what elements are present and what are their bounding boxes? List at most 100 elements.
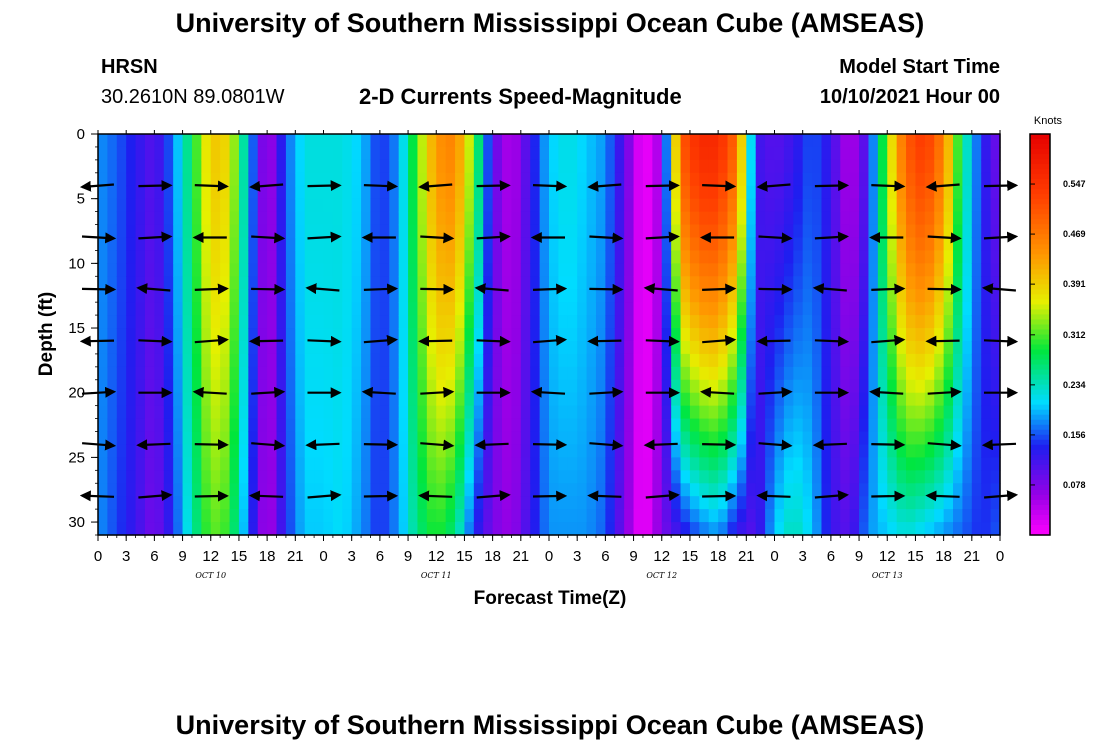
heatmap-cell [464,159,475,174]
heatmap-cell [652,172,663,187]
heatmap-cell [314,444,325,458]
heatmap-cell [229,237,240,252]
heatmap-cell [154,353,165,368]
heatmap-cell [661,315,672,329]
heatmap-cell [868,159,879,174]
heatmap-cell [755,172,766,187]
heatmap-cell [304,315,315,329]
current-arrow [700,386,735,398]
current-arrow [587,335,622,347]
heatmap-cell [990,172,1001,187]
heatmap-cell [201,250,212,264]
heatmap-cell [248,522,259,536]
heatmap-cell [267,250,278,264]
heatmap-cell [802,134,813,148]
heatmap-cell [680,509,691,523]
heatmap-cell [849,198,860,213]
heatmap-cell [126,379,137,394]
heatmap-cell [924,483,935,497]
heatmap-cell [549,392,559,407]
heatmap-cell [633,509,644,523]
heatmap-cell [718,211,729,226]
heatmap-cell [896,276,907,290]
heatmap-cell [755,276,766,290]
heatmap-cell [708,522,719,536]
heatmap-cell [849,431,860,446]
heatmap-cell [849,457,860,471]
colorbar-cell [1030,419,1050,426]
current-arrow [305,283,340,295]
heatmap-cell [398,250,409,264]
heatmap-cell [511,509,522,523]
heatmap-cell [821,392,832,407]
heatmap-cell [436,353,447,368]
heatmap-cell [849,496,860,510]
heatmap-cell [990,159,1001,174]
heatmap-cell [539,379,550,394]
current-arrow [871,334,906,346]
heatmap-cell [473,211,484,226]
heatmap-cell [699,483,710,497]
heatmap-cell [953,366,964,381]
heatmap-cell [859,483,870,497]
heatmap-cell [379,237,390,252]
heatmap-cell [953,172,964,187]
current-arrow [871,490,906,502]
heatmap-cell [126,185,137,200]
heatmap-cell [642,224,653,239]
heatmap-cell [220,405,231,420]
current-arrow [927,232,962,244]
heatmap-cell [154,211,165,226]
heatmap-cell [248,289,259,303]
heatmap-cell [605,276,616,290]
heatmap-cell [464,134,475,148]
heatmap-cell [624,431,635,446]
heatmap-cell [182,263,193,277]
heatmap-cell [144,198,155,213]
heatmap-cell [191,289,202,303]
heatmap-cell [98,392,108,407]
heatmap-cell [483,431,494,446]
heatmap-cell [483,509,494,523]
heatmap-cell [389,198,400,213]
heatmap-cell [746,276,757,290]
heatmap-cell [539,328,550,342]
heatmap-cell [332,328,343,342]
heatmap-cell [445,470,456,484]
heatmap-cell [943,185,954,200]
heatmap-cell [445,483,456,497]
heatmap-cell [971,496,982,510]
heatmap-cell [182,470,193,484]
heatmap-cell [577,496,588,510]
heatmap-cell [934,496,945,510]
colorbar-cell [1030,374,1050,381]
heatmap-cell [370,185,381,200]
heatmap-cell [586,302,597,316]
heatmap-cell [558,470,569,484]
heatmap-cell [455,328,466,342]
heatmap-cell [586,237,597,252]
heatmap-cell [727,496,738,510]
heatmap-cell [915,340,926,355]
heatmap-cell [351,146,362,161]
heatmap-cell [915,172,926,187]
heatmap-cell [436,276,447,290]
heatmap-cell [689,340,700,355]
heatmap-cell [812,509,823,523]
heatmap-cell [586,146,597,161]
heatmap-cell [351,431,362,446]
heatmap-cell [652,366,663,381]
heatmap-cell [774,340,785,355]
heatmap-cell [182,289,193,303]
heatmap-cell [642,353,653,368]
heatmap-cell [642,263,653,277]
heatmap-cell [163,509,174,523]
heatmap-cell [661,418,672,433]
heatmap-cell [398,315,409,329]
heatmap-cell [520,509,531,523]
heatmap-cell [285,509,296,523]
heatmap-cell [408,237,419,252]
heatmap-cell [849,159,860,174]
heatmap-cell [727,237,738,252]
heatmap-cell [248,483,259,497]
